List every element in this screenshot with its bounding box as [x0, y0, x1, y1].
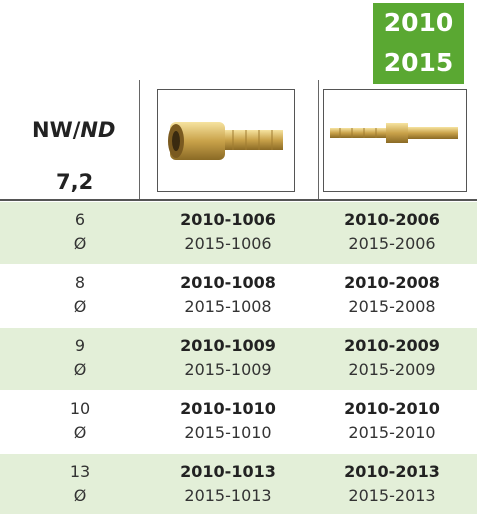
code-primary: 2010-2013	[316, 460, 468, 484]
code-primary: 2010-1013	[150, 460, 306, 484]
code-secondary: 2015-1009	[150, 358, 306, 382]
coupling-icon	[158, 90, 294, 191]
code-secondary: 2015-2010	[316, 421, 468, 445]
code-secondary: 2015-2006	[316, 232, 468, 256]
code-secondary: 2015-1006	[150, 232, 306, 256]
code-primary: 2010-1009	[150, 334, 306, 358]
size: 13	[30, 460, 130, 484]
badge-line: 2015	[373, 43, 464, 83]
symbol: Ø	[30, 484, 130, 508]
divider	[318, 80, 319, 200]
code-primary: 2010-2006	[316, 208, 468, 232]
nipple-icon	[324, 90, 466, 191]
size: 6	[30, 208, 130, 232]
code-secondary: 2015-1008	[150, 295, 306, 319]
code-secondary: 2015-2009	[316, 358, 468, 382]
size: 8	[30, 271, 130, 295]
badge-line: 2010	[373, 3, 464, 43]
size: 9	[30, 334, 130, 358]
label-prefix: NW/	[32, 118, 80, 142]
header-size: 7,2	[56, 170, 93, 194]
label-italic: ND	[80, 118, 115, 142]
product-image	[157, 89, 295, 192]
code-secondary: 2015-1010	[150, 421, 306, 445]
symbol: Ø	[30, 295, 130, 319]
page: 2010 2015 NW/ND 7,2 6Ø2010-10062015-1006…	[0, 0, 477, 514]
code-secondary: 2015-2013	[316, 484, 468, 508]
product-image	[323, 89, 467, 192]
symbol: Ø	[30, 358, 130, 382]
divider	[139, 80, 140, 200]
code-primary: 2010-1006	[150, 208, 306, 232]
code-secondary: 2015-1013	[150, 484, 306, 508]
code-primary: 2010-1010	[150, 397, 306, 421]
code-primary: 2010-1008	[150, 271, 306, 295]
code-primary: 2010-2009	[316, 334, 468, 358]
header-label: NW/ND	[32, 118, 115, 142]
code-primary: 2010-2010	[316, 397, 468, 421]
symbol: Ø	[30, 421, 130, 445]
size: 10	[30, 397, 130, 421]
code-secondary: 2015-2008	[316, 295, 468, 319]
badge: 2010 2015	[373, 3, 464, 84]
code-primary: 2010-2008	[316, 271, 468, 295]
symbol: Ø	[30, 232, 130, 256]
